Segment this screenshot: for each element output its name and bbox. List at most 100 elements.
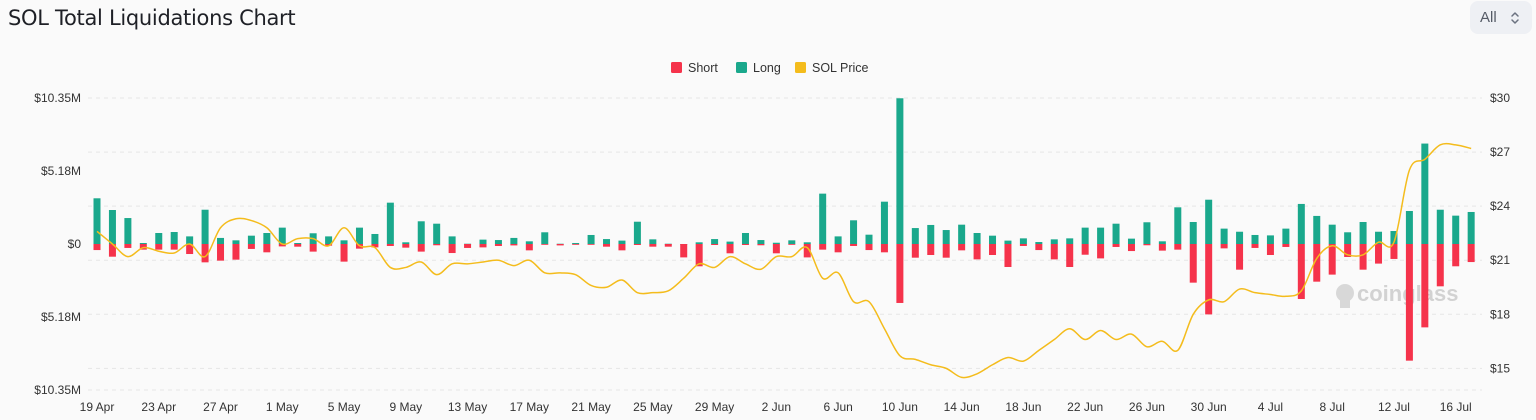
long-bar [1143,222,1151,244]
short-bar [1436,244,1444,287]
x-tick-label: 17 May [510,400,549,414]
long-bar [525,241,533,244]
short-bar [1390,244,1398,259]
short-bar [201,244,209,263]
short-bar [1344,244,1352,257]
short-bar [139,244,147,250]
x-tick-label: 25 May [633,400,672,414]
long-bar [1436,209,1444,244]
short-bar [263,244,271,253]
short-bar [695,244,703,267]
y-right-tick-label: $18 [1490,307,1510,321]
short-bar [788,244,796,245]
y-right-tick-label: $15 [1490,361,1510,375]
short-bar [1359,244,1367,270]
coinglass-logo-icon [1336,284,1354,302]
long-bar [1405,210,1413,244]
short-bar [93,244,101,251]
x-tick-label: 10 Jun [882,400,918,414]
long-bar [1035,242,1043,244]
long-bar [603,239,611,244]
short-bar [1127,244,1135,252]
long-bar [494,240,502,244]
long-bar [711,239,719,244]
long-bar [772,242,780,244]
legend-item-sol-price[interactable]: SOL Price [795,61,869,75]
short-bar [1097,244,1105,259]
short-bar [1158,244,1166,251]
short-bar [294,244,302,247]
x-tick-label: 21 May [571,400,610,414]
long-bar [1452,215,1460,244]
long-bar [510,237,518,244]
page-title: SOL Total Liquidations Chart [8,6,296,30]
short-bar [371,244,379,248]
short-bar [232,244,240,260]
range-select[interactable]: All [1470,1,1532,34]
x-tick-label: 30 Jun [1191,400,1227,414]
short-bar [1375,244,1383,264]
long-bar [989,235,997,244]
legend-label: Long [753,61,781,75]
short-bar [834,244,842,253]
legend-item-long[interactable]: Long [736,61,781,75]
long-bar [1359,221,1367,244]
long-bar [1344,232,1352,244]
x-tick-label: 23 Apr [141,400,176,414]
long-bar [340,240,348,244]
long-bar [1004,240,1012,244]
long-bar [325,236,333,244]
x-tick-label: 6 Jun [823,400,852,414]
short-bar [1328,244,1336,275]
short-bar [1205,244,1213,315]
short-bar [464,244,472,248]
short-bar [525,244,533,251]
long-bar [93,198,101,244]
short-bar [170,244,178,250]
short-bar [1467,244,1475,263]
long-bar [433,223,441,244]
short-bar [989,244,997,256]
short-bar [958,244,966,251]
long-bar [911,228,919,244]
short-bar [741,244,749,245]
long-bar [741,232,749,244]
long-bar [108,210,116,244]
short-bar [1313,244,1321,282]
long-bar [124,218,132,244]
long-bar [1421,143,1429,244]
short-bar [911,244,919,258]
short-bar [664,244,672,247]
y-right-tick-label: $21 [1490,253,1510,267]
long-bar [417,221,425,244]
long-bar [1097,227,1105,244]
short-bar [633,244,641,245]
sol-price-line [96,142,1472,379]
long-bar [1050,239,1058,244]
long-bar [1019,238,1027,244]
y-left-tick-label: $10.35M [34,91,81,105]
long-bar [958,224,966,244]
y-right-tick-label: $24 [1490,199,1510,213]
legend-item-short[interactable]: Short [671,61,718,75]
short-bar [386,244,394,246]
short-bar [680,244,688,258]
x-tick-label: 8 Jul [1320,400,1345,414]
short-bar [1405,244,1413,361]
y-left-tick-label: $0 [68,237,82,251]
long-bar [1189,221,1197,244]
legend-swatch [795,62,806,73]
long-bar [1251,234,1259,244]
short-bar [340,244,348,262]
long-bar [834,236,842,244]
short-bar [1189,244,1197,283]
long-bar [1297,203,1305,244]
long-bar [1112,223,1120,244]
short-bar [325,244,333,246]
short-bar [927,244,935,256]
x-tick-label: 14 Jun [944,400,980,414]
long-bar [1467,211,1475,244]
y-left-tick-label: $5.18M [41,164,81,178]
long-bar [278,227,286,244]
short-bar [402,244,410,248]
